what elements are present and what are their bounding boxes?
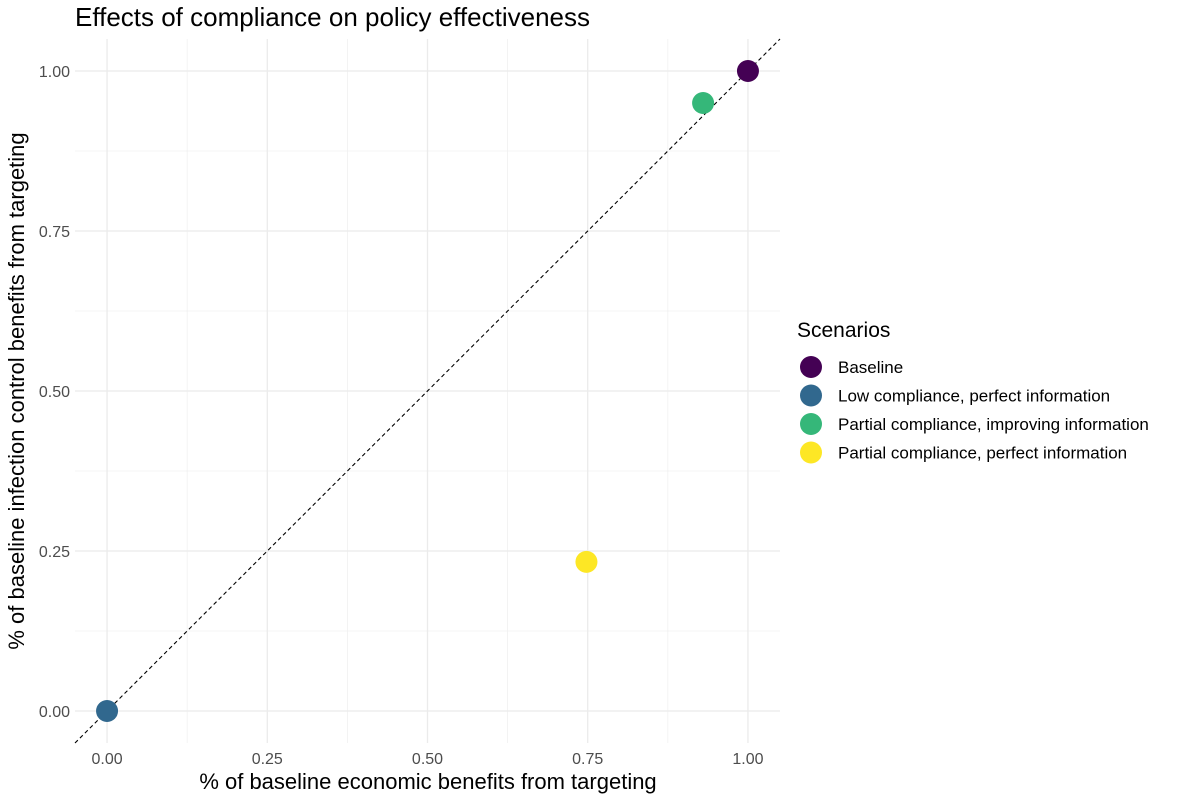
y-tick-label: 0.50 <box>39 384 70 401</box>
x-tick-label: 0.00 <box>91 751 122 768</box>
data-point <box>692 92 715 114</box>
legend-label: Low compliance, perfect information <box>838 387 1110 406</box>
y-tick-label: 0.25 <box>39 544 70 561</box>
y-tick-label: 1.00 <box>39 64 70 81</box>
legend-label: Partial compliance, improving informatio… <box>838 415 1149 434</box>
data-points <box>96 60 759 722</box>
identity-reference-line <box>74 38 781 744</box>
x-tick-labels: 0.00 0.25 0.50 0.75 1.00 <box>91 751 763 768</box>
x-axis-title: % of baseline economic benefits from tar… <box>199 769 656 794</box>
data-point <box>575 550 598 573</box>
y-axis-title: % of baseline infection control benefits… <box>4 132 29 649</box>
legend-key <box>800 356 822 378</box>
legend-key <box>800 441 822 464</box>
y-tick-label: 0.75 <box>39 224 70 241</box>
y-tick-labels: 0.00 0.25 0.50 0.75 1.00 <box>39 64 70 721</box>
data-point <box>96 700 119 722</box>
legend-key <box>800 384 822 407</box>
legend-title: Scenarios <box>797 319 890 342</box>
chart-title: Effects of compliance on policy effectiv… <box>75 2 590 32</box>
legend-label: Partial compliance, perfect information <box>838 444 1127 463</box>
legend: Scenarios Baseline Low compliance, perfec… <box>797 319 1149 464</box>
x-tick-label: 0.25 <box>252 751 283 768</box>
legend-key <box>800 413 822 435</box>
data-point <box>736 60 759 82</box>
legend-label: Baseline <box>838 358 903 377</box>
x-tick-label: 0.50 <box>412 751 443 768</box>
x-tick-label: 1.00 <box>732 751 763 768</box>
y-tick-label: 0.00 <box>39 704 70 721</box>
x-tick-label: 0.75 <box>572 751 603 768</box>
